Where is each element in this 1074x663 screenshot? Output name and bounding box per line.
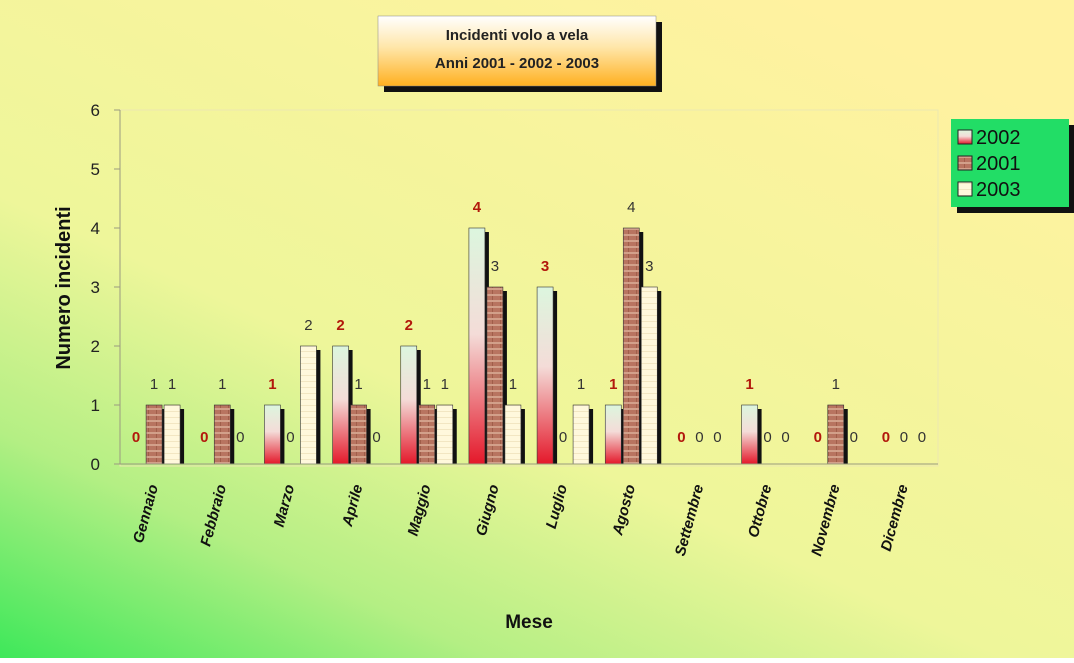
bar-2001	[213, 404, 231, 465]
data-label-2003: 0	[372, 429, 380, 446]
legend: 2002 2001 2003	[951, 119, 1074, 213]
data-label-2003: 0	[236, 429, 244, 446]
bar-2001	[145, 404, 163, 465]
y-tick-label: 3	[91, 278, 100, 297]
legend-label-2003: 2003	[976, 179, 1021, 201]
data-label-2001: 1	[150, 376, 158, 393]
data-label-2002: 1	[268, 376, 276, 393]
bar-2002	[468, 227, 486, 465]
y-tick-label: 5	[91, 160, 100, 179]
bar-2001	[418, 404, 436, 465]
data-label-2002: 0	[132, 429, 140, 446]
data-label-2001: 0	[695, 429, 703, 446]
data-label-2002: 0	[677, 429, 685, 446]
y-tick-label: 4	[91, 219, 100, 238]
y-tick-label: 6	[91, 101, 100, 120]
data-label-2003: 1	[509, 376, 517, 393]
data-label-2001: 0	[559, 429, 567, 446]
bar-2002	[332, 345, 349, 465]
bar-2001	[486, 286, 504, 465]
data-label-2001: 1	[423, 376, 431, 393]
y-tick-label: 0	[91, 455, 100, 474]
data-label-2002: 0	[200, 429, 208, 446]
data-label-2002: 1	[609, 376, 617, 393]
legend-swatch-2002	[957, 129, 973, 145]
bar-2002	[264, 404, 281, 465]
bar-2003	[300, 345, 317, 465]
data-label-2003: 1	[168, 376, 176, 393]
y-axis-title: Numero incidenti	[53, 206, 75, 369]
bar-2002	[741, 404, 758, 465]
data-label-2003: 0	[850, 429, 858, 446]
bar-2003	[572, 404, 590, 465]
bar-2003	[163, 404, 181, 465]
data-label-2001: 1	[218, 376, 226, 393]
data-label-2002: 0	[814, 429, 822, 446]
data-label-2003: 1	[441, 376, 449, 393]
data-label-2002: 3	[541, 258, 549, 275]
chart-title-box: Incidenti volo a vela Anni 2001 - 2002 -…	[377, 15, 662, 92]
chart-title-line-1: Incidenti volo a vela	[446, 27, 589, 44]
data-label-2003: 2	[304, 317, 312, 334]
data-label-2003: 1	[577, 376, 585, 393]
data-label-2001: 3	[491, 258, 499, 275]
bar-2002	[400, 345, 418, 465]
bar-2001	[622, 227, 640, 465]
y-tick-label: 1	[91, 396, 100, 415]
data-label-2003: 0	[713, 429, 721, 446]
data-label-2002: 4	[473, 199, 482, 216]
bar-2001	[350, 404, 367, 465]
bar-2002	[604, 404, 622, 465]
data-label-2002: 0	[882, 429, 890, 446]
bar-2003	[436, 404, 454, 465]
legend-swatch-2001	[957, 155, 973, 171]
data-label-2002: 2	[336, 317, 344, 334]
data-label-2001: 0	[900, 429, 908, 446]
legend-label-2002: 2002	[976, 127, 1021, 149]
legend-swatch-2003	[957, 181, 973, 197]
y-axis: 0 1 2 3 4 5 6	[91, 101, 121, 474]
data-label-2001: 1	[354, 376, 362, 393]
bar-2003	[640, 286, 658, 465]
data-label-2003: 0	[918, 429, 926, 446]
x-axis-title: Mese	[505, 612, 553, 633]
data-label-2001: 0	[763, 429, 771, 446]
chart-title-line-2: Anni 2001 - 2002 - 2003	[435, 55, 599, 72]
legend-label-2001: 2001	[976, 153, 1021, 175]
bar-2001	[827, 404, 845, 465]
data-label-2003: 3	[645, 258, 653, 275]
y-tick-label: 2	[91, 337, 100, 356]
data-label-2003: 0	[781, 429, 789, 446]
data-label-2001: 1	[832, 376, 840, 393]
bar-2003	[504, 404, 522, 465]
data-label-2001: 0	[286, 429, 294, 446]
bar-2002	[536, 286, 554, 465]
data-label-2002: 2	[405, 317, 413, 334]
data-label-2002: 1	[745, 376, 753, 393]
data-label-2001: 4	[627, 199, 635, 216]
bars-layer	[145, 227, 848, 465]
